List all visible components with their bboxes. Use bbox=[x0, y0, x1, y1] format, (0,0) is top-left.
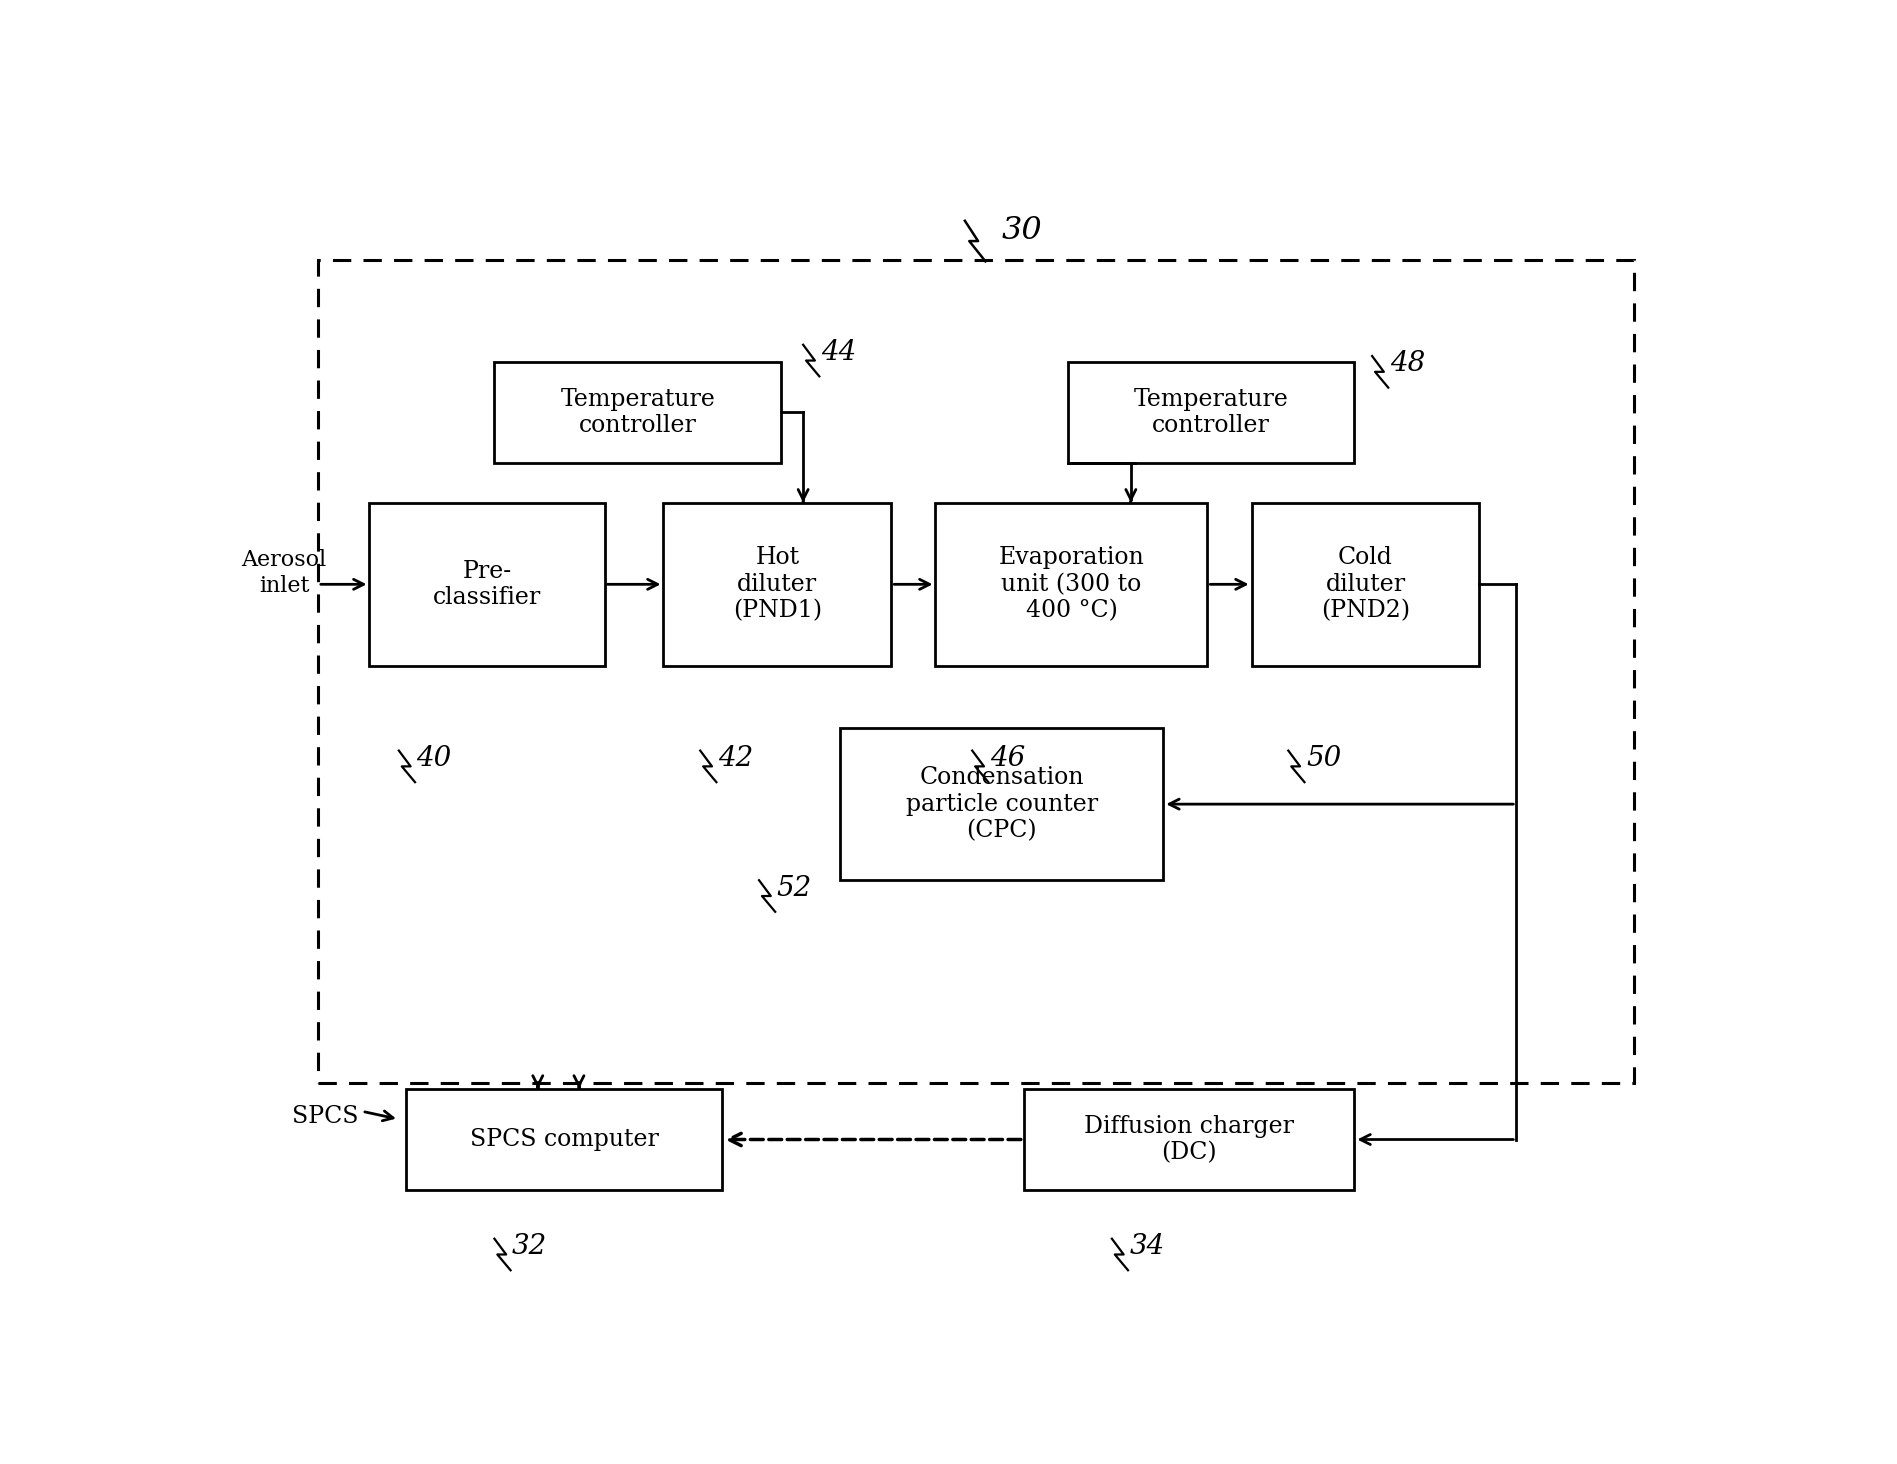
Bar bbox=[1068, 362, 1354, 463]
Text: Hot
diluter
(PND1): Hot diluter (PND1) bbox=[732, 546, 821, 622]
Text: 40: 40 bbox=[417, 745, 451, 772]
Text: Evaporation
unit (300 to
400 °C): Evaporation unit (300 to 400 °C) bbox=[998, 546, 1144, 622]
Text: 30: 30 bbox=[1002, 215, 1041, 246]
Bar bbox=[406, 1089, 723, 1190]
Bar bbox=[370, 502, 605, 666]
Bar bbox=[319, 261, 1633, 1083]
Bar bbox=[495, 362, 782, 463]
Bar bbox=[1252, 502, 1480, 666]
Text: 46: 46 bbox=[990, 745, 1024, 772]
Text: Pre-
classifier: Pre- classifier bbox=[433, 559, 541, 609]
Text: 48: 48 bbox=[1391, 350, 1425, 378]
Text: Diffusion charger
(DC): Diffusion charger (DC) bbox=[1083, 1114, 1294, 1164]
Text: Condensation
particle counter
(CPC): Condensation particle counter (CPC) bbox=[905, 766, 1098, 842]
Text: 42: 42 bbox=[717, 745, 753, 772]
Text: Aerosol
inlet: Aerosol inlet bbox=[241, 549, 326, 597]
Text: SPCS computer: SPCS computer bbox=[470, 1127, 658, 1151]
Text: Temperature
controller: Temperature controller bbox=[1134, 388, 1288, 438]
Text: Cold
diluter
(PND2): Cold diluter (PND2) bbox=[1320, 546, 1409, 622]
Text: 52: 52 bbox=[776, 874, 812, 902]
Bar bbox=[935, 502, 1206, 666]
Bar bbox=[1024, 1089, 1354, 1190]
Bar bbox=[664, 502, 892, 666]
Text: SPCS: SPCS bbox=[292, 1105, 359, 1129]
Text: 44: 44 bbox=[821, 340, 856, 366]
Text: 32: 32 bbox=[512, 1233, 548, 1261]
Text: Temperature
controller: Temperature controller bbox=[560, 388, 715, 438]
Bar bbox=[840, 728, 1163, 880]
Text: 34: 34 bbox=[1129, 1233, 1165, 1261]
Text: 50: 50 bbox=[1305, 745, 1341, 772]
